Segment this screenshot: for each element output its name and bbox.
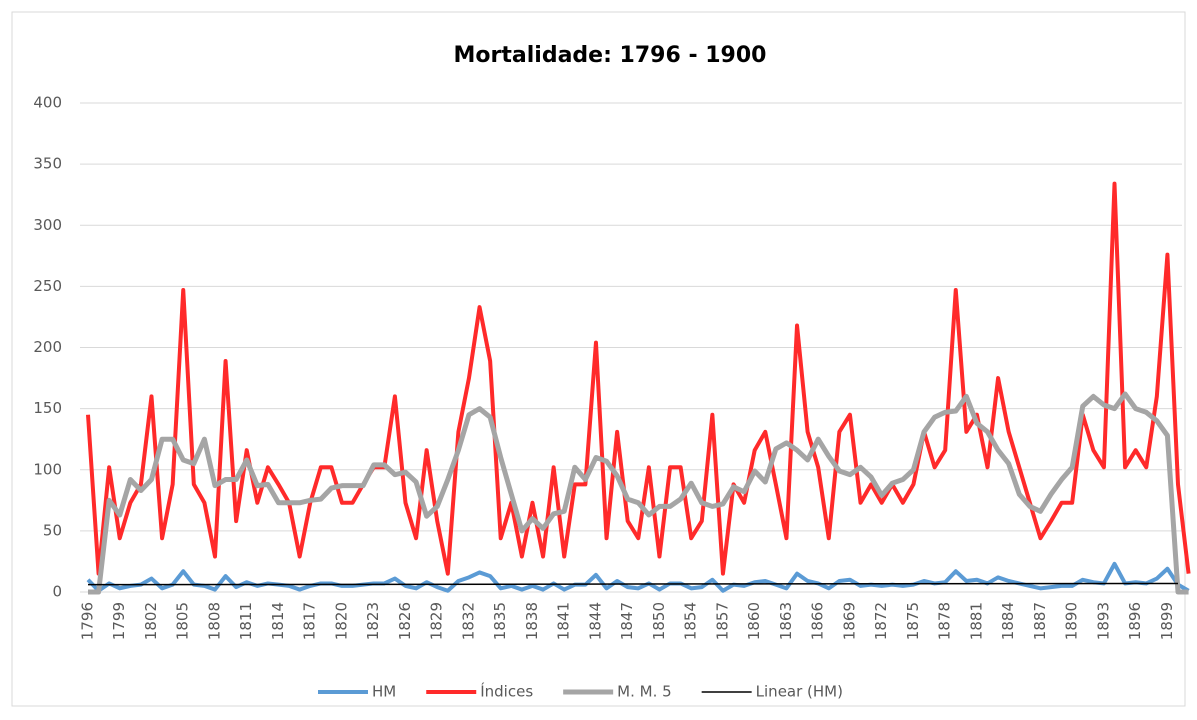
x-tick-label: 1850 bbox=[650, 602, 668, 640]
y-tick-label: 200 bbox=[33, 338, 62, 356]
x-tick-label: 1820 bbox=[332, 602, 350, 640]
x-tick-label: 1875 bbox=[904, 602, 922, 640]
x-tick-label: 1802 bbox=[142, 602, 160, 640]
x-tick-label: 1799 bbox=[110, 602, 128, 640]
y-tick-label: 100 bbox=[33, 460, 62, 478]
x-tick-label: 1881 bbox=[967, 602, 985, 640]
legend-label: HM bbox=[372, 683, 396, 701]
x-tick-label: 1811 bbox=[237, 602, 255, 640]
y-tick-label: 400 bbox=[33, 94, 62, 112]
x-tick-label: 1832 bbox=[459, 602, 477, 640]
x-tick-label: 1878 bbox=[936, 602, 954, 640]
y-tick-label: 350 bbox=[33, 155, 62, 173]
legend-label: M. M. 5 bbox=[617, 683, 672, 701]
legend-label: Linear (HM) bbox=[756, 683, 843, 701]
y-tick-label: 0 bbox=[52, 583, 62, 601]
x-tick-label: 1890 bbox=[1063, 602, 1081, 640]
x-tick-label: 1841 bbox=[555, 602, 573, 640]
x-tick-label: 1814 bbox=[269, 602, 287, 640]
x-tick-label: 1838 bbox=[523, 602, 541, 640]
x-tick-label: 1829 bbox=[428, 602, 446, 640]
x-tick-label: 1826 bbox=[396, 602, 414, 640]
chart-title: Mortalidade: 1796 - 1900 bbox=[454, 43, 767, 68]
x-tick-label: 1899 bbox=[1158, 602, 1176, 640]
x-tick-label: 1893 bbox=[1094, 602, 1112, 640]
x-tick-label: 1835 bbox=[491, 602, 509, 640]
x-tick-label: 1817 bbox=[301, 602, 319, 640]
x-tick-label: 1884 bbox=[999, 602, 1017, 640]
x-tick-label: 1872 bbox=[872, 602, 890, 640]
series-line bbox=[88, 391, 1189, 595]
x-tick-label: 1887 bbox=[1031, 602, 1049, 640]
x-tick-label: 1844 bbox=[586, 602, 604, 640]
x-tick-label: 1805 bbox=[174, 602, 192, 640]
x-tick-label: 1847 bbox=[618, 602, 636, 640]
x-tick-label: 1866 bbox=[809, 602, 827, 640]
x-tick-label: 1808 bbox=[205, 602, 223, 640]
x-tick-label: 1854 bbox=[682, 602, 700, 640]
y-tick-label: 300 bbox=[33, 216, 62, 234]
trendline bbox=[87, 582, 1179, 586]
x-tick-label: 1796 bbox=[79, 602, 97, 640]
x-tick-label: 1863 bbox=[777, 602, 795, 640]
x-tick-label: 1869 bbox=[840, 602, 858, 640]
y-tick-label: 50 bbox=[43, 521, 62, 539]
y-tick-label: 150 bbox=[33, 399, 62, 417]
x-tick-label: 1823 bbox=[364, 602, 382, 640]
y-tick-label: 250 bbox=[33, 277, 62, 295]
series-line bbox=[86, 181, 1191, 576]
x-tick-label: 1860 bbox=[745, 602, 763, 640]
x-tick-label: 1896 bbox=[1126, 602, 1144, 640]
legend-label: Índices bbox=[480, 682, 533, 701]
x-tick-label: 1857 bbox=[713, 602, 731, 640]
